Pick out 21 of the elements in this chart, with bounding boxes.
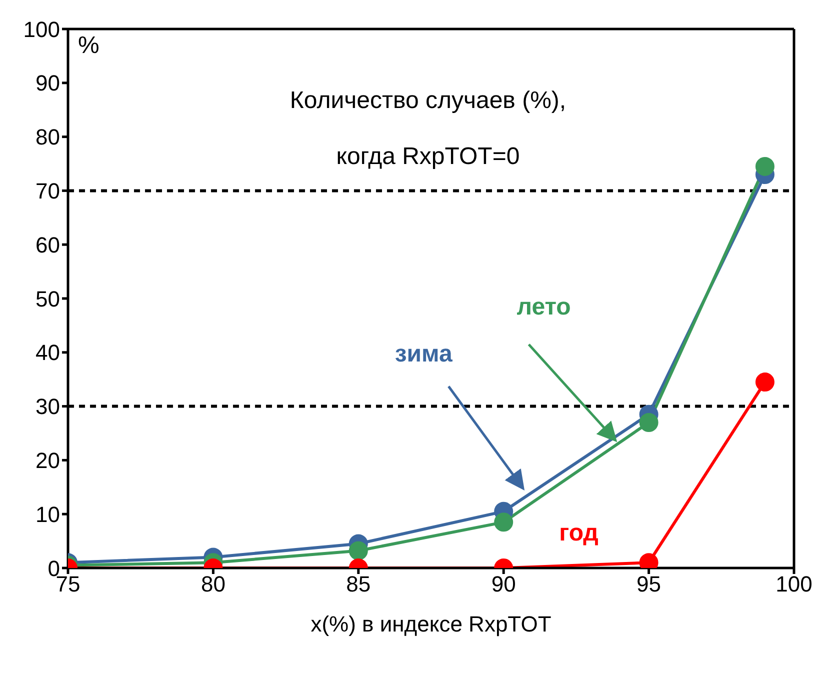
y-tick-label: 100	[23, 16, 60, 42]
y-tick-label: 30	[36, 394, 60, 420]
y-tick-label: 50	[36, 286, 60, 312]
text: зима	[394, 340, 453, 368]
y-axis-title: %	[78, 32, 100, 60]
x-tick-label: 100	[776, 572, 812, 597]
y-tick-label: 90	[36, 70, 60, 96]
y-tick-label: 10	[36, 502, 60, 527]
y-tick-label: 60	[36, 232, 60, 258]
y-tick-label: 20	[36, 448, 60, 474]
x-tick-label: 85	[346, 572, 371, 597]
text: лето	[516, 293, 571, 320]
x-axis-title: x(%) в индексе RxpTOT	[310, 612, 552, 637]
x-tick-label: 80	[200, 572, 226, 597]
y-tick-label: 80	[36, 124, 60, 150]
x-tick-label: 95	[636, 572, 662, 597]
x-tick-label: 90	[491, 572, 516, 597]
series-label: год	[559, 520, 598, 547]
chart-title: Количество случаев (%), когда RxpTOT=0	[290, 87, 566, 170]
y-tick-label: 70	[36, 178, 60, 204]
y-tick-label: 40	[36, 340, 60, 366]
